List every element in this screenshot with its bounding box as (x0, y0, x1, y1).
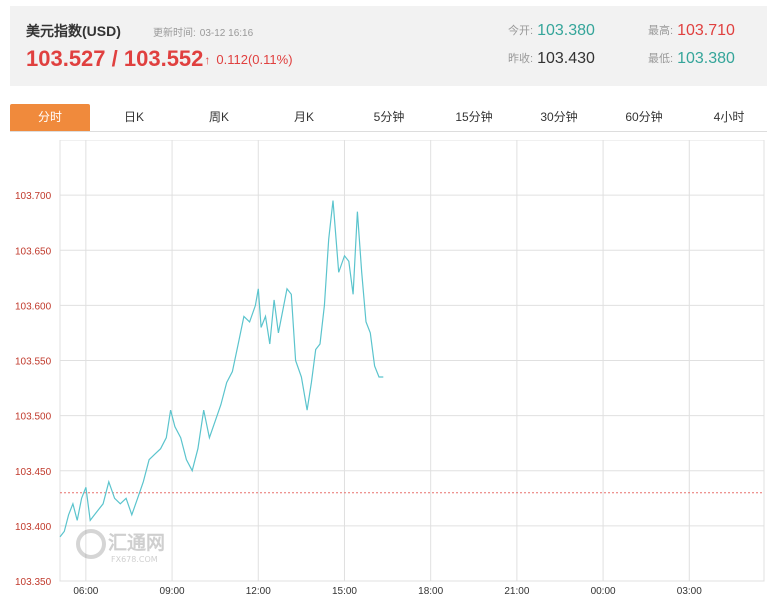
y-tick-label: 103.450 (15, 467, 52, 478)
y-tick-label: 103.650 (15, 246, 52, 257)
tab-weekly-k[interactable]: 周K (208, 110, 229, 124)
y-tick-label: 103.700 (15, 191, 52, 202)
up-arrow-icon: ↑ (204, 53, 211, 67)
x-tick-label: 12:00 (246, 586, 271, 597)
x-tick-label: 15:00 (332, 586, 357, 597)
x-axis-labels: 06:00 09:00 12:00 15:00 18:00 21:00 00:00 03:00 (73, 586, 702, 597)
chart-grid (59, 140, 765, 582)
timeframe-tabs: 分时 日K 周K 月K 5分钟 15分钟 30分钟 60分钟 4小时 (10, 104, 767, 132)
tab-intraday[interactable]: 分时 (10, 104, 90, 131)
stat-high-label: 最高: (648, 25, 674, 37)
instrument-title: 美元指数(USD) (26, 23, 121, 39)
watermark: 汇通网 FX678.COM (76, 529, 165, 564)
stat-prev-close: 昨收: 103.430 (508, 50, 595, 68)
update-time-value: 03-12 16:16 (199, 28, 254, 39)
x-tick-label: 21:00 (504, 586, 529, 597)
tab-15min[interactable]: 15分钟 (455, 110, 493, 124)
stat-low: 最低: 103.380 (648, 50, 735, 68)
tab-4hour[interactable]: 4小时 (713, 110, 745, 124)
tab-monthly-k[interactable]: 月K (293, 110, 314, 124)
x-tick-label: 06:00 (73, 586, 98, 597)
x-tick-label: 09:00 (160, 586, 185, 597)
tab-30min[interactable]: 30分钟 (540, 110, 578, 124)
x-tick-label: 00:00 (591, 586, 616, 597)
stat-open-label: 今开: (508, 25, 534, 37)
stat-low-label: 最低: (648, 53, 674, 65)
stat-low-value: 103.380 (677, 50, 735, 67)
price-series-line (59, 200, 384, 538)
tab-60min[interactable]: 60分钟 (625, 110, 663, 124)
x-tick-label: 18:00 (418, 586, 443, 597)
bid-price: 103.527 (26, 46, 106, 71)
y-axis-labels: 103.700 103.650 103.600 103.550 103.500 103.4… (15, 191, 52, 588)
price-separator: / (105, 46, 124, 71)
y-tick-label: 103.500 (15, 412, 52, 423)
quote-header: 美元指数(USD) 更新时间: 03-12 16:16 103.527 / 103… (10, 6, 767, 86)
ask-price: 103.552 (123, 46, 204, 71)
watermark-text: 汇通网 (108, 532, 165, 554)
y-tick-label: 103.400 (15, 522, 52, 533)
stat-high-value: 103.710 (677, 22, 735, 39)
stat-prev-label: 昨收: (508, 53, 534, 65)
watermark-logo-icon (76, 529, 106, 559)
update-time: 更新时间: 03-12 16:16 (153, 24, 253, 39)
x-tick-label: 03:00 (677, 586, 702, 597)
y-tick-label: 103.550 (15, 357, 52, 368)
tab-5min[interactable]: 5分钟 (373, 110, 405, 124)
bid-ask-price: 103.527 / 103.552↑ 0.112(0.11%) (26, 46, 293, 72)
watermark-sub: FX678.COM (111, 555, 158, 564)
intraday-chart: 103.700 103.650 103.600 103.550 103.500 103.4… (15, 140, 765, 597)
y-tick-label: 103.600 (15, 301, 52, 312)
stat-prev-value: 103.430 (537, 50, 595, 67)
stat-open-value: 103.380 (537, 22, 595, 39)
tab-daily-k[interactable]: 日K (123, 110, 144, 124)
price-change: 0.112(0.11%) (216, 52, 293, 67)
stat-high: 最高: 103.710 (648, 22, 735, 40)
y-tick-label: 103.350 (15, 577, 52, 588)
stat-open: 今开: 103.380 (508, 22, 595, 40)
update-label: 更新时间: (153, 28, 196, 39)
